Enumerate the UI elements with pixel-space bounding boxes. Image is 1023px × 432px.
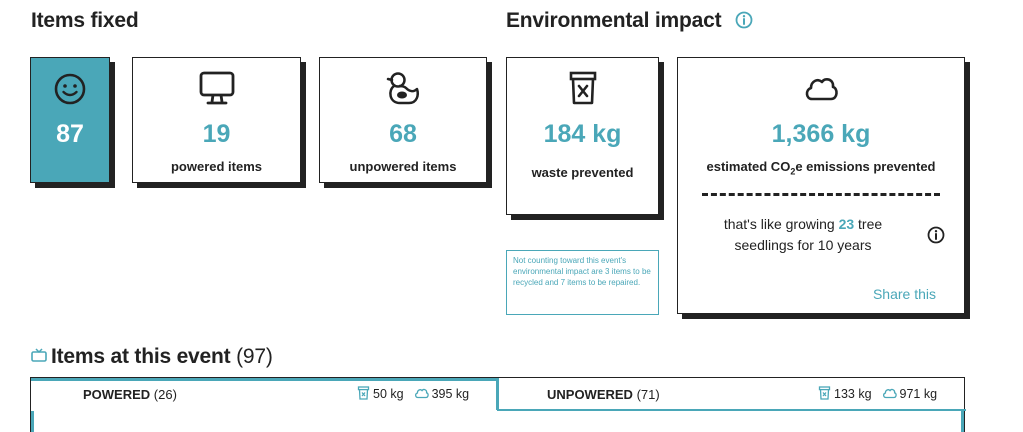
tab-powered-label: POWERED — [83, 386, 151, 402]
items-tabs: POWERED (26) 50 kg 395 kg UNPOWERED (71)… — [30, 377, 966, 432]
powered-waste-value: 50 kg — [373, 387, 404, 401]
unpowered-items-value: 68 — [389, 120, 417, 148]
tree-text-prefix: that's like growing — [723, 216, 839, 232]
tab-unpowered-label: UNPOWERED — [547, 386, 633, 402]
powered-waste: 50 kg — [357, 385, 404, 403]
emissions-label-subscript: 2 — [790, 166, 796, 177]
emissions-prevented-card: 1,366 kg estimated CO2e emissions preven… — [677, 57, 965, 314]
emissions-prevented-value: 1,366 kg — [771, 120, 871, 148]
tab-unpowered[interactable]: UNPOWERED (71) — [499, 378, 966, 410]
items-at-event-heading: Items at this event (97) — [31, 344, 273, 369]
smiley-icon — [31, 72, 109, 106]
items-at-event-title: Items at this event — [51, 345, 231, 368]
powered-items-card: 19 powered items — [132, 57, 301, 183]
powered-co2: 395 kg — [414, 387, 470, 402]
items-at-event-count: (97) — [236, 345, 273, 368]
waste-prevented-card: 184 kg waste prevented — [506, 57, 659, 215]
emissions-label-prefix: estimated CO — [706, 159, 791, 174]
tab-powered[interactable]: POWERED (26) — [31, 378, 497, 410]
total-fixed-value: 87 — [56, 120, 84, 148]
unpowered-co2-value: 971 kg — [899, 387, 938, 401]
active-tab-indicator — [31, 378, 497, 381]
trash-bin-icon — [507, 70, 658, 106]
unpowered-items-card: 68 unpowered items — [319, 57, 487, 183]
unpowered-weights: 133 kg 971 kg — [818, 378, 937, 410]
tree-count: 23 — [838, 216, 855, 232]
waste-prevented-value: 184 kg — [543, 120, 622, 148]
cloud-icon — [882, 387, 897, 402]
emissions-label-suffix: e emissions prevented — [795, 159, 936, 174]
tree-equivalence-text: that's like growing 23 tree seedlings fo… — [708, 214, 898, 256]
tab-divider — [496, 378, 499, 410]
not-counted-note: Not counting toward this event's environ… — [506, 250, 659, 315]
total-fixed-card: 87 — [30, 57, 110, 183]
share-this-link[interactable]: Share this — [872, 286, 936, 302]
trash-bin-icon — [818, 385, 831, 403]
tv-icon — [31, 344, 47, 368]
content-right-edge — [961, 411, 964, 432]
cloud-icon — [414, 387, 429, 402]
waste-prevented-label: waste prevented — [531, 165, 634, 180]
trash-bin-icon — [357, 385, 370, 403]
tab-unpowered-count: (71) — [636, 386, 660, 402]
tree-info-icon[interactable] — [927, 226, 945, 249]
unpowered-items-label: unpowered items — [349, 159, 457, 174]
emissions-prevented-label: estimated CO2e emissions prevented — [678, 159, 964, 177]
rubber-duck-icon — [320, 70, 486, 108]
unpowered-waste-value: 133 kg — [834, 387, 872, 401]
cloud-icon — [678, 73, 964, 103]
powered-co2-value: 395 kg — [431, 387, 470, 401]
tab-powered-count: (26) — [153, 386, 177, 402]
emissions-divider — [702, 193, 940, 196]
monitor-icon — [133, 70, 300, 106]
powered-weights: 50 kg 395 kg — [357, 378, 469, 410]
tree-text-suffix: tree seedlings for 10 years — [734, 216, 883, 253]
powered-items-value: 19 — [202, 120, 231, 148]
content-left-edge — [31, 411, 34, 432]
unpowered-waste: 133 kg — [818, 385, 872, 403]
items-fixed-heading: Items fixed — [31, 9, 139, 32]
tab-underline — [497, 409, 966, 411]
environmental-impact-title: Environmental impact — [506, 9, 722, 32]
powered-items-label: powered items — [170, 159, 263, 174]
unpowered-co2: 971 kg — [882, 387, 938, 402]
info-icon[interactable] — [735, 11, 753, 29]
environmental-impact-heading: Environmental impact — [506, 9, 753, 33]
